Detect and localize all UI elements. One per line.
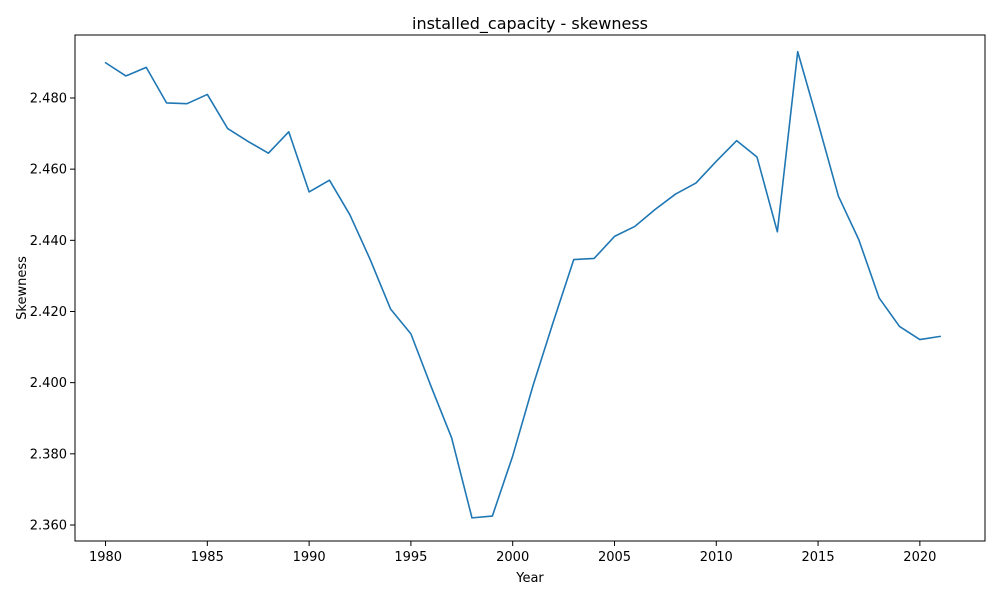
y-axis-label: Skewness bbox=[15, 256, 30, 320]
x-axis: 1980 1985 1990 1995 2000 2005 2010 2015 2020 bbox=[89, 541, 936, 565]
y-tick-label: 2.360 bbox=[30, 518, 67, 533]
y-tick-label: 2.420 bbox=[30, 305, 67, 320]
x-tick-label: 2010 bbox=[700, 550, 733, 565]
y-tick-label: 2.460 bbox=[30, 163, 67, 178]
x-tick-label: 2020 bbox=[903, 550, 936, 565]
series-group bbox=[104, 50, 942, 519]
x-tick-label: 1985 bbox=[191, 550, 224, 565]
x-tick-label: 2000 bbox=[496, 550, 529, 565]
chart-title: installed_capacity - skewness bbox=[412, 14, 648, 34]
x-axis-label: Year bbox=[515, 571, 544, 586]
y-tick-label: 2.380 bbox=[30, 447, 67, 462]
series-line-0 bbox=[104, 50, 942, 519]
x-tick-label: 1990 bbox=[293, 550, 326, 565]
y-axis: 2.360 2.380 2.400 2.420 2.440 2.460 2.480 bbox=[30, 91, 75, 533]
y-tick-label: 2.480 bbox=[30, 91, 67, 106]
plot-frame bbox=[74, 34, 986, 542]
x-tick-label: 1980 bbox=[89, 550, 122, 565]
x-tick-label: 2015 bbox=[802, 550, 835, 565]
plot-area bbox=[74, 34, 986, 542]
x-tick-label: 2005 bbox=[598, 550, 631, 565]
y-tick-label: 2.440 bbox=[30, 234, 67, 249]
y-tick-label: 2.400 bbox=[30, 376, 67, 391]
x-tick-label: 1995 bbox=[394, 550, 427, 565]
